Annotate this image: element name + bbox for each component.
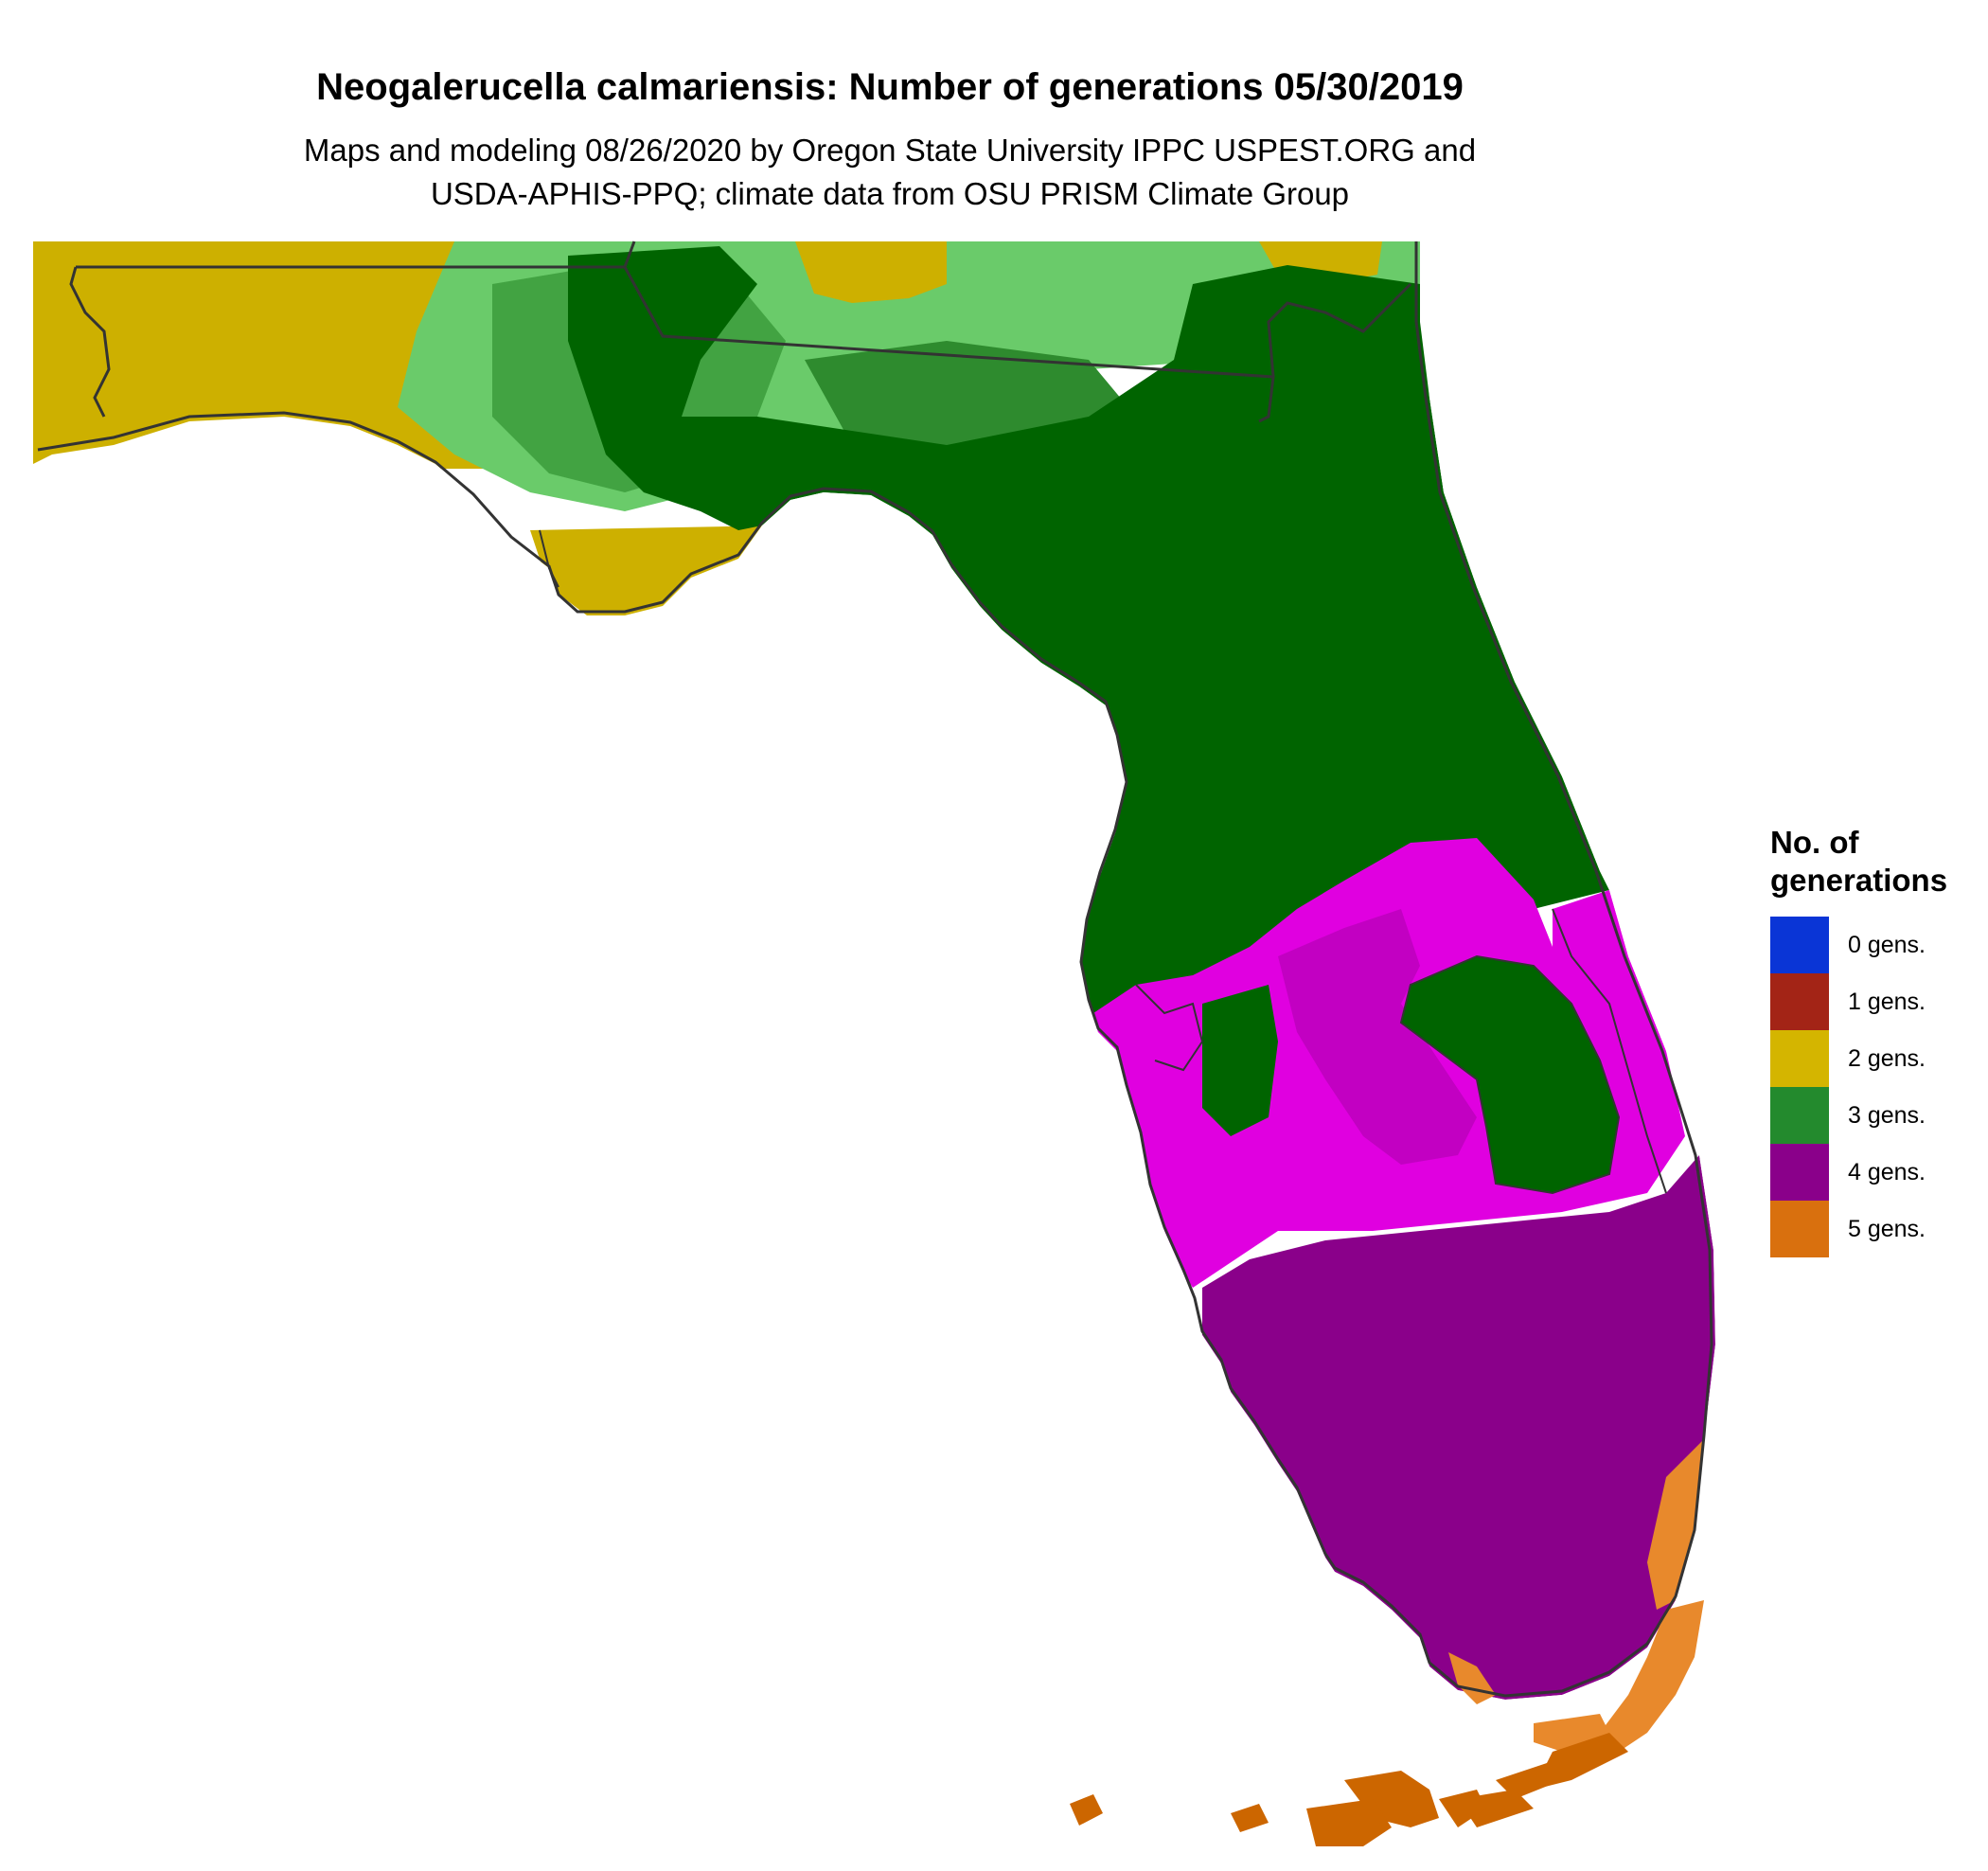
zone-5gens-eastcoast xyxy=(1647,1439,1704,1610)
border-georgia-florida xyxy=(623,266,1275,423)
inland-boundary-1 xyxy=(1552,908,1667,1194)
legend-item-4gens: 4 gens. xyxy=(1770,1144,1979,1201)
apalachicola-coast xyxy=(539,529,559,588)
legend-label: 4 gens. xyxy=(1848,1159,1926,1185)
legend-label: 2 gens. xyxy=(1848,1045,1926,1072)
legend-item-2gens: 2 gens. xyxy=(1770,1030,1979,1087)
zone-2gens-coast xyxy=(530,526,776,615)
legend-swatch xyxy=(1770,1201,1829,1257)
generation-zones xyxy=(33,241,1715,1700)
legend-item-5gens: 5 gens. xyxy=(1770,1201,1979,1257)
legend-label: 5 gens. xyxy=(1848,1216,1926,1242)
legend-swatch xyxy=(1770,1144,1829,1201)
legend: No. of generations 0 gens. 1 gens. 2 gen… xyxy=(1770,824,1979,1257)
legend-label: 0 gens. xyxy=(1848,932,1926,958)
coastline xyxy=(37,241,1713,1698)
border-georgia-atlantic xyxy=(1267,282,1412,378)
zone-3gens-west-inner xyxy=(1202,985,1278,1136)
legend-title: No. of generations xyxy=(1770,824,1979,900)
tampa-bay xyxy=(1135,984,1204,1072)
map-title: Neogalerucella calmariensis: Number of g… xyxy=(316,66,1464,108)
legend-title-line2: generations xyxy=(1770,863,1948,898)
legend-item-1gens: 1 gens. xyxy=(1770,973,1979,1030)
legend-label: 1 gens. xyxy=(1848,989,1926,1015)
zone-5gens-keys xyxy=(1070,1600,1704,1846)
legend-swatch xyxy=(1770,917,1829,973)
legend-title-line1: No. of xyxy=(1770,825,1859,860)
zone-3gens-okeechobee xyxy=(1401,956,1619,1193)
legend-item-0gens: 0 gens. xyxy=(1770,917,1979,973)
borders xyxy=(37,241,1713,1698)
legend-items: 0 gens. 1 gens. 2 gens. 3 gens. 4 gens. … xyxy=(1770,917,1979,1257)
zone-3gens-dark xyxy=(568,246,1609,1032)
lake-okeechobee xyxy=(1399,954,1621,1195)
zone-4gens-dark xyxy=(1202,1155,1715,1700)
legend-swatch xyxy=(1770,1030,1829,1087)
zone-4gens-mid xyxy=(1278,909,1477,1165)
legend-item-3gens: 3 gens. xyxy=(1770,1087,1979,1144)
legend-label: 3 gens. xyxy=(1848,1102,1926,1129)
map-subtitle-line1: Maps and modeling 08/26/2020 by Oregon S… xyxy=(303,133,1477,168)
map-subtitle-line2: USDA-APHIS-PPQ; climate data from OSU PR… xyxy=(430,176,1350,211)
zone-2gens-north xyxy=(795,241,947,303)
legend-swatch xyxy=(1770,1087,1829,1144)
legend-swatch xyxy=(1770,973,1829,1030)
panhandle-west-edge xyxy=(69,266,111,418)
